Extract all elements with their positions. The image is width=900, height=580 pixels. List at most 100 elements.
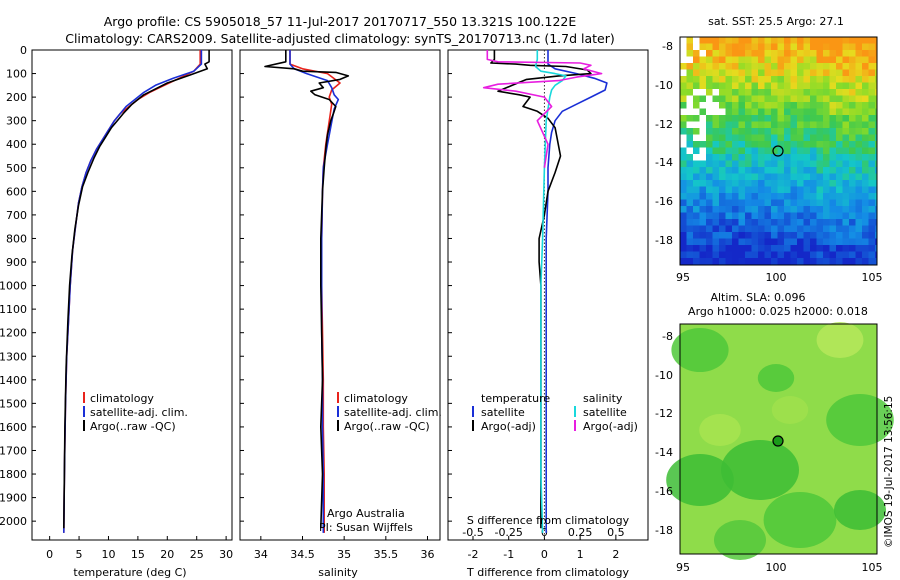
sst-cell	[771, 121, 778, 129]
sst-cell	[816, 199, 824, 207]
sst-cell	[712, 134, 720, 142]
sst-cell	[849, 167, 856, 174]
sla-anomaly-blob	[671, 328, 729, 372]
sst-cell	[875, 108, 878, 116]
sst-cell	[764, 167, 772, 174]
sst-cell	[725, 115, 733, 122]
sst-cell	[712, 186, 720, 194]
sst-cell	[829, 154, 837, 161]
sst-cell	[706, 37, 713, 44]
sst-cell	[699, 56, 707, 64]
sst-cell	[875, 134, 878, 142]
legend-header-temperature: temperature	[481, 392, 550, 405]
sst-cell	[823, 193, 830, 200]
sst-cell	[842, 115, 850, 122]
sst-cell	[823, 225, 830, 233]
sst-cell	[719, 69, 726, 77]
sst-cell	[797, 147, 804, 155]
sst-cell	[816, 219, 824, 226]
sst-cell	[732, 167, 739, 174]
sst-cell	[784, 167, 791, 174]
sst-cell	[829, 238, 837, 246]
sst-cell	[797, 225, 804, 233]
sst-cell	[725, 225, 733, 233]
sst-cell	[745, 219, 752, 226]
sst-cell	[842, 206, 850, 213]
sst-cell	[751, 251, 759, 259]
sst-cell	[686, 199, 694, 207]
sst-cell	[836, 238, 843, 246]
sst-cell	[797, 154, 804, 161]
sst-cell	[771, 199, 778, 207]
difference-legend: temperature salinity satellite Argo(-adj…	[467, 392, 638, 527]
sst-cell	[836, 128, 843, 135]
sst-cell	[836, 154, 843, 161]
sst-cell	[686, 141, 694, 148]
sst-cell	[797, 186, 804, 194]
sst-cell	[751, 225, 759, 233]
sst-cell	[738, 212, 746, 220]
sst-cell	[849, 154, 856, 161]
sst-cell	[816, 89, 824, 96]
sst-cell	[790, 147, 798, 155]
sst-cell	[842, 212, 850, 220]
sst-cell	[823, 37, 830, 44]
sst-cell	[732, 56, 739, 64]
sst-cell	[745, 199, 752, 207]
sst-cell	[790, 258, 798, 265]
sst-cell	[862, 43, 869, 51]
sst-cell	[738, 225, 746, 233]
sst-cell	[810, 141, 817, 148]
sst-cell	[868, 219, 876, 226]
sst-cell	[849, 43, 856, 51]
sst-cell	[810, 186, 817, 194]
sst-cell	[699, 180, 707, 187]
sst-cell	[771, 219, 778, 226]
sst-cell	[758, 212, 765, 220]
sst-cell	[868, 199, 876, 207]
depth-tick-label: 1100	[0, 303, 27, 316]
sst-cell	[797, 82, 804, 90]
sst-cell	[855, 95, 863, 103]
sst-cell	[751, 160, 759, 168]
sst-cell	[751, 69, 759, 77]
sst-cell	[868, 154, 876, 161]
sst-cell	[732, 134, 739, 142]
sst-cell	[875, 56, 878, 64]
sst-cell	[680, 212, 687, 220]
sst-cell	[829, 50, 837, 57]
sst-cell	[823, 245, 830, 252]
sst-cell	[738, 37, 746, 44]
sst-cell	[862, 128, 869, 135]
sst-cell	[855, 43, 863, 51]
sst-cell	[842, 134, 850, 142]
sst-cell	[803, 167, 811, 174]
sst-cell	[764, 95, 772, 103]
sst-cell	[836, 108, 843, 116]
sst-cell	[719, 225, 726, 233]
sst-cell	[686, 89, 694, 96]
sst-cell	[862, 180, 869, 187]
depth-tick-label: 300	[6, 115, 27, 128]
sst-cell	[751, 89, 759, 96]
sst-cell	[803, 180, 811, 187]
sst-cell	[738, 219, 746, 226]
sst-cell	[771, 50, 778, 57]
sst-cell	[868, 63, 876, 70]
sst-cell	[855, 212, 863, 220]
sst-cell	[777, 95, 785, 103]
sst-cell	[803, 43, 811, 51]
sst-cell	[764, 82, 772, 90]
sst-cell	[836, 199, 843, 207]
sst-cell	[751, 128, 759, 135]
sst-cell	[738, 134, 746, 142]
sst-cell	[719, 82, 726, 90]
sst-cell	[725, 199, 733, 207]
sst-cell	[829, 147, 837, 155]
sst-cell	[816, 43, 824, 51]
sst-cell	[829, 95, 837, 103]
sst-cell	[712, 206, 720, 213]
sst-cell	[693, 108, 700, 116]
sst-cell	[758, 50, 765, 57]
